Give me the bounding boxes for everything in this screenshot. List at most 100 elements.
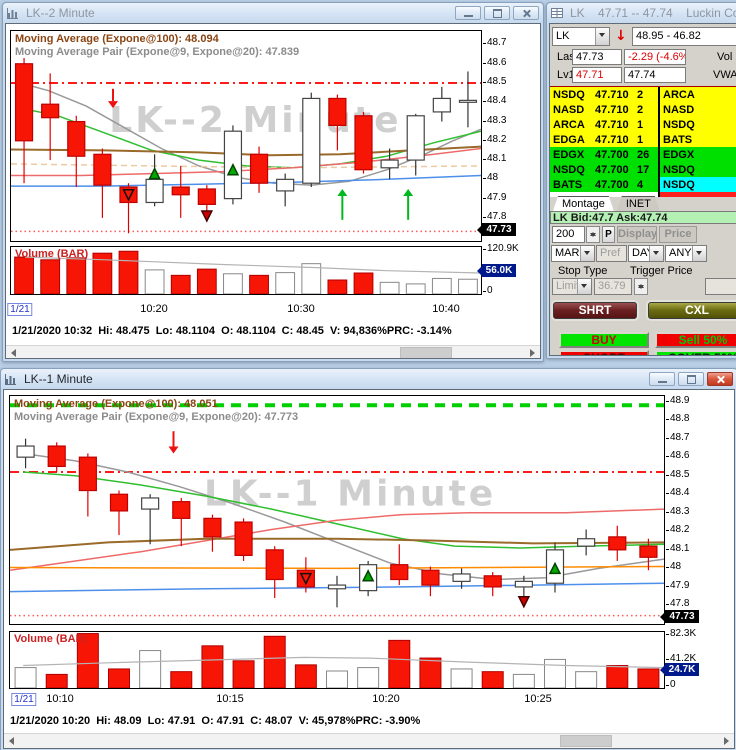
price-pane[interactable]: LK--2 Minute Moving Average (Expone@100)… [10,30,482,242]
ma-pair-label: Moving Average Pair (Expone@9, Expone@20… [15,46,300,58]
volume-label: Volume (BAR) [15,248,89,260]
tif-combo[interactable]: DAY+ [628,245,664,262]
maximize-button[interactable] [484,6,510,20]
price-tick: 48.6 [482,56,507,68]
window-title: LK--1 Minute [24,372,93,386]
lv1-label: Lv1 [557,69,575,81]
level2-bid-row[interactable]: NSDQ 47.710 2 [550,87,658,102]
p-button[interactable]: P [602,226,615,243]
chevron-down-icon[interactable] [595,28,609,45]
last-price-tag: 47.73 [477,223,516,237]
bid-size: 26 [637,148,650,161]
price-tick: 47.8 [482,210,507,222]
level2-ask-row[interactable]: NSDQ [660,162,736,177]
bid-size: 17 [637,163,650,176]
tab-montage[interactable]: Montage [553,196,614,211]
scroll-right-button[interactable] [720,734,734,748]
price-tick: 48.1 [482,153,507,165]
level2-bid-row[interactable]: BATS 47.700 4 [550,177,658,192]
symbol-value: LK [556,30,570,42]
tab-inet[interactable]: INET [617,196,660,211]
status-line: 1/21/2020 10:32 Hi: 48.475 Lo: 48.1104 O… [12,325,452,337]
scroll-left-button[interactable] [6,346,20,358]
market-maker: NASD [663,103,695,116]
quantity-input[interactable]: 200 [552,226,585,243]
level2-ask-row[interactable]: NSDQ [660,117,736,132]
stop-type-combo: Limit [552,278,592,295]
sell-50-button[interactable]: Sell 50% [655,332,736,348]
level2-bid-row[interactable]: EDGX 47.700 26 [550,147,658,162]
level2-ask-row[interactable] [660,192,736,197]
volume-pane[interactable]: Volume (BAR) [10,246,482,295]
level2-ask-row[interactable]: NSDQ [660,177,736,192]
scrollbar-thumb[interactable] [560,735,612,747]
pref-field: Pref [596,245,627,262]
level2-ask-row[interactable]: NASD [660,102,736,117]
volume-pane[interactable]: Volume (BAR) [9,631,665,689]
symbol-combo[interactable]: LK [552,27,610,46]
price-pane[interactable]: LK--1 Minute Moving Average (Expone@100)… [9,395,665,625]
route-combo[interactable]: ANY [665,245,707,262]
level2-bid-row[interactable] [550,192,658,197]
volume-chart [14,250,481,294]
level2-bid-row[interactable]: NASD 47.710 2 [550,102,658,117]
level2-bid-row[interactable]: ARCA 47.710 1 [550,117,658,132]
cxl-button[interactable]: CXL [648,302,736,319]
scrollbar-thumb[interactable] [400,347,452,358]
titlebar-2min[interactable]: LK--2 Minute [3,3,543,23]
stop-type-value: Limit [556,280,580,292]
level2-ask-row[interactable]: BATS [660,132,736,147]
close-button[interactable] [707,372,733,386]
market-maker: EDGA [553,133,585,146]
level2-ask-row[interactable]: EDGX [660,147,736,162]
window-title: LK--2 Minute [26,6,95,20]
level2-ask-column: ARCA NASD NSDQ BATS EDGX NSDQ NSDQ [660,87,736,197]
price-tick: 48 [665,561,682,573]
candlestick-chart: LK--1 Minute [10,403,664,617]
cover-50-button[interactable]: COVER 50% [655,350,736,355]
extra-field [705,278,736,295]
chevron-down-icon[interactable] [580,246,594,261]
date-label: 1/21 [7,303,33,316]
svg-text:LK--1 Minute: LK--1 Minute [204,473,496,514]
trigger-price-stepper[interactable] [634,278,648,295]
level2-bid-row[interactable]: NSDQ 47.700 17 [550,162,658,177]
h-scrollbar[interactable] [4,733,734,748]
bid-size: 4 [637,178,644,191]
price-tick: 48.5 [482,76,507,88]
h-scrollbar[interactable] [6,345,540,358]
minimize-button[interactable] [649,372,675,386]
ask-field: 47.74 [624,67,686,83]
chevron-down-icon[interactable] [649,246,663,261]
volume-tick: 82.3K [665,628,697,639]
titlebar-1min[interactable]: LK--1 Minute [1,369,736,389]
order-type-combo[interactable]: MARKET [551,245,595,262]
day-range-field[interactable]: 48.95 - 46.82 [632,27,736,46]
svg-text:LK--2 Minute: LK--2 Minute [109,100,401,141]
ma-labels: Moving Average (Expone@100): 48.094 Movi… [15,33,299,59]
level2-bid-row[interactable]: EDGA 47.710 1 [550,132,658,147]
buy-button[interactable]: BUY [559,332,649,348]
scroll-right-button[interactable] [526,346,540,358]
candlestick-chart: LK--2 Minute [11,57,481,234]
market-maker: NSDQ [663,163,695,176]
date-label: 1/21 [11,693,37,706]
price-tick: 48.4 [665,487,690,499]
short-button[interactable]: SHORT [559,350,649,355]
maximize-button[interactable] [678,372,704,386]
scroll-left-button[interactable] [4,734,18,748]
shrt-button[interactable]: SHRT [553,302,637,319]
chart-icon [5,373,16,385]
titlebar-montage[interactable]: LK 47.71 -- 47.74 Luckin Coffee [547,3,736,23]
price-tick: 47.9 [482,191,507,203]
level2-ask-row[interactable]: ARCA [660,87,736,102]
quantity-stepper[interactable] [586,226,600,243]
chevron-down-icon[interactable] [692,246,706,261]
close-button[interactable] [513,6,539,20]
ma-pair-label: Moving Average Pair (Expone@9, Expone@20… [14,411,299,423]
minimize-button[interactable] [455,6,481,20]
montage-icon [551,7,563,18]
bid-price: 47.700 [595,148,629,161]
volume-axis: 120.9K 0 [483,243,519,296]
bid-price: 47.710 [595,103,629,116]
